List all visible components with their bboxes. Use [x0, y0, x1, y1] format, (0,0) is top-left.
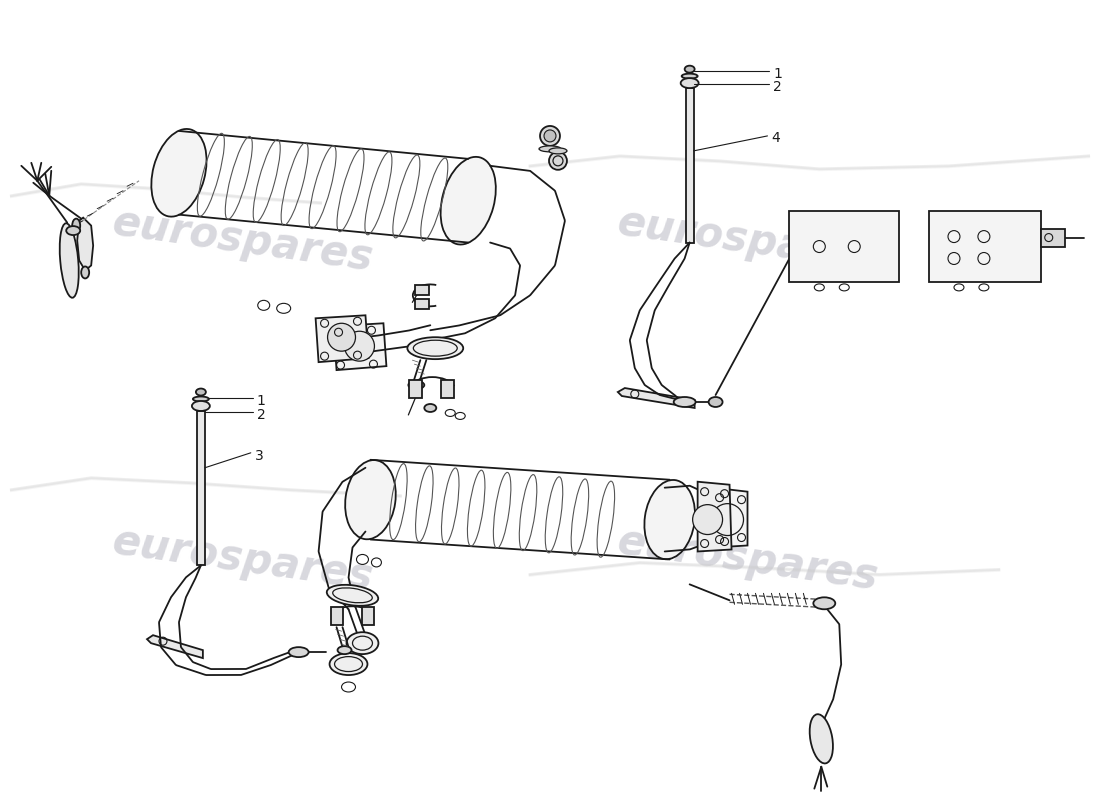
Ellipse shape	[346, 632, 378, 654]
Ellipse shape	[682, 74, 697, 78]
Ellipse shape	[810, 714, 833, 763]
Polygon shape	[618, 388, 694, 408]
Ellipse shape	[191, 401, 210, 411]
Ellipse shape	[73, 218, 80, 233]
Ellipse shape	[152, 129, 207, 217]
Text: 1: 1	[256, 394, 265, 408]
Ellipse shape	[338, 646, 352, 654]
Bar	[685, 88, 694, 242]
Ellipse shape	[693, 505, 723, 534]
Ellipse shape	[328, 323, 355, 351]
Ellipse shape	[673, 397, 695, 407]
Ellipse shape	[645, 480, 695, 559]
Ellipse shape	[681, 78, 698, 88]
Bar	[331, 607, 342, 626]
Ellipse shape	[66, 226, 80, 235]
Polygon shape	[333, 323, 386, 370]
Bar	[409, 380, 422, 398]
Polygon shape	[697, 482, 732, 551]
Ellipse shape	[708, 397, 723, 407]
Bar	[441, 380, 454, 398]
Ellipse shape	[539, 146, 561, 152]
Text: 4: 4	[771, 131, 780, 145]
Ellipse shape	[425, 404, 437, 412]
Polygon shape	[77, 218, 94, 270]
Ellipse shape	[344, 331, 374, 361]
Ellipse shape	[441, 157, 496, 245]
Bar	[790, 210, 899, 282]
Ellipse shape	[544, 130, 556, 142]
Ellipse shape	[549, 152, 566, 170]
Polygon shape	[147, 635, 202, 658]
Bar	[930, 210, 1041, 282]
Ellipse shape	[59, 223, 79, 298]
Bar	[363, 607, 374, 626]
Polygon shape	[316, 315, 369, 362]
Bar	[416, 299, 429, 310]
Ellipse shape	[327, 585, 378, 606]
Ellipse shape	[196, 389, 206, 395]
Bar	[1041, 229, 1065, 246]
Text: eurospares: eurospares	[110, 520, 376, 598]
Ellipse shape	[813, 598, 835, 610]
Text: 1: 1	[773, 67, 782, 81]
Ellipse shape	[81, 266, 89, 278]
Text: 2: 2	[256, 408, 265, 422]
Ellipse shape	[407, 338, 463, 359]
Text: eurospares: eurospares	[110, 202, 376, 280]
Text: eurospares: eurospares	[614, 202, 881, 280]
Ellipse shape	[192, 397, 209, 402]
Ellipse shape	[549, 148, 566, 154]
Bar	[197, 411, 205, 566]
Ellipse shape	[345, 460, 396, 539]
Polygon shape	[714, 488, 748, 547]
Text: 2: 2	[773, 80, 782, 94]
Ellipse shape	[288, 647, 309, 657]
Ellipse shape	[684, 66, 694, 73]
Ellipse shape	[408, 381, 425, 389]
Ellipse shape	[540, 126, 560, 146]
Ellipse shape	[330, 653, 367, 675]
Bar	[416, 286, 429, 295]
Text: eurospares: eurospares	[614, 520, 881, 598]
Text: 3: 3	[255, 449, 264, 463]
